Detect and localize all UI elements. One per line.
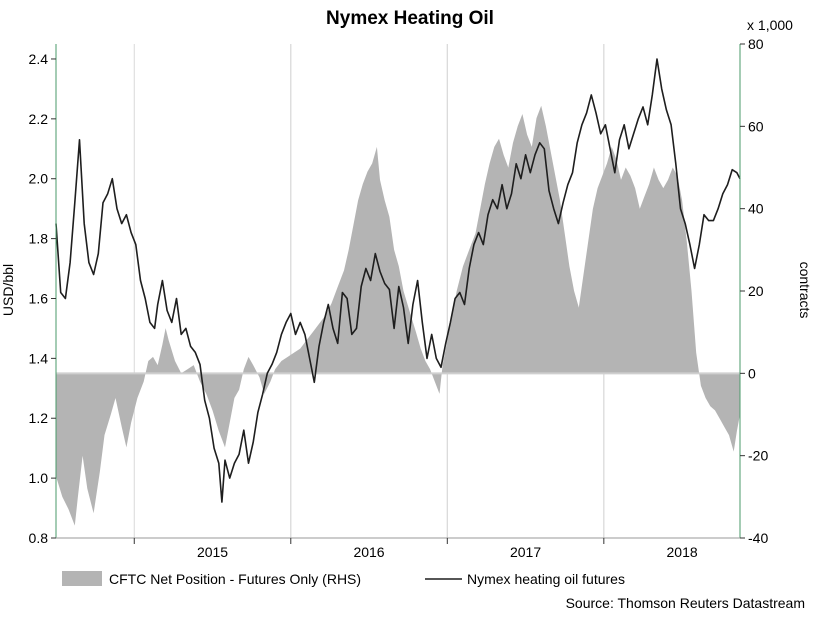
line-heating-oil-futures [55, 58, 741, 503]
left-tick-label: 1.4 [29, 350, 49, 366]
left-tick-label: 2.2 [29, 111, 49, 127]
x-tick-label: 2018 [667, 544, 698, 560]
legend-area-swatch [62, 571, 102, 586]
left-tick-label: 1.2 [29, 410, 49, 426]
right-axis-label: contracts [797, 262, 813, 319]
x-tick-label: 2015 [197, 544, 228, 560]
left-tick-label: 2.4 [29, 51, 49, 67]
right-tick-label: 20 [748, 283, 764, 299]
right-tick-label: 40 [748, 201, 764, 217]
left-tick-label: 1.6 [29, 290, 49, 306]
right-tick-label: -20 [748, 448, 768, 464]
left-axis-label: USD/bbl [0, 264, 16, 316]
legend-area-label: CFTC Net Position - Futures Only (RHS) [109, 571, 361, 587]
legend-line-label: Nymex heating oil futures [467, 571, 625, 587]
axes: 0.8 1.0 1.2 1.4 1.6 1.8 2.0 2.2 2.4 -40 -20 0 20 40 60… [29, 36, 769, 560]
left-tick-label: 1.0 [29, 470, 49, 486]
area-cftc-net-position [56, 105, 740, 526]
x-tick-label: 2017 [510, 544, 541, 560]
right-tick-label: 0 [748, 365, 756, 381]
right-tick-label: -40 [748, 530, 768, 546]
line-series [55, 58, 741, 503]
chart-source: Source: Thomson Reuters Datastream [566, 595, 805, 611]
right-axis-multiplier: x 1,000 [747, 17, 793, 33]
left-tick-label: 1.8 [29, 231, 49, 247]
right-tick-label: 60 [748, 118, 764, 134]
right-tick-label: 80 [748, 36, 764, 52]
area-series [56, 105, 740, 526]
left-tick-label: 2.0 [29, 171, 49, 187]
x-tick-label: 2016 [353, 544, 384, 560]
chart-title: Nymex Heating Oil [326, 8, 494, 29]
legend: CFTC Net Position - Futures Only (RHS) N… [62, 571, 625, 587]
left-tick-label: 0.8 [29, 530, 49, 546]
